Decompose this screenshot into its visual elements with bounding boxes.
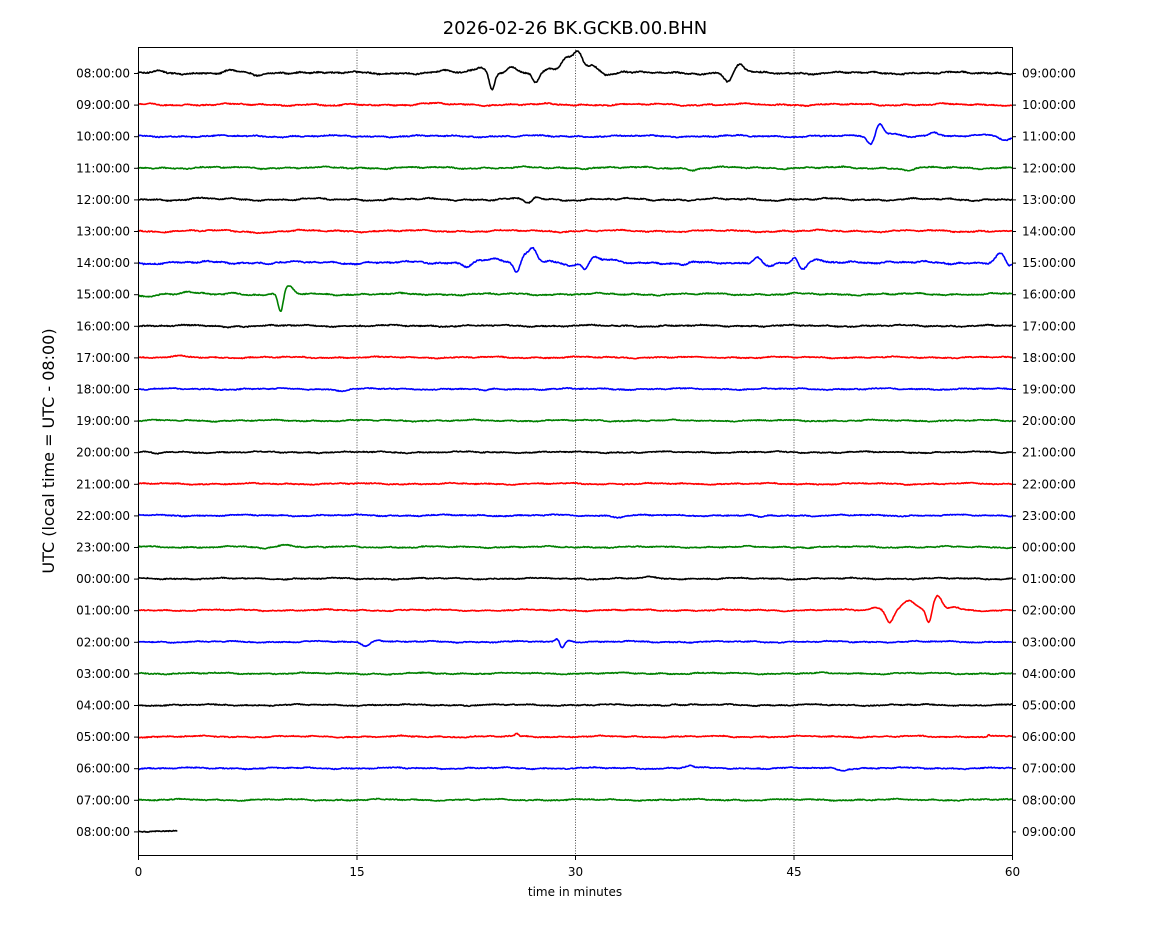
y-tick-label-right: 20:00:00 <box>1022 414 1076 428</box>
trace-row-23 <box>137 797 1013 802</box>
trace-row-14 <box>137 513 1013 519</box>
y-tick-label-right: 09:00:00 <box>1022 825 1076 839</box>
y-tick-label-left: 22:00:00 <box>76 509 130 523</box>
x-tick-label: 60 <box>1005 865 1020 879</box>
trace-row-20 <box>137 702 1013 708</box>
trace-row-12 <box>137 450 1013 455</box>
trace-group <box>137 50 1013 833</box>
y-tick-label-right: 03:00:00 <box>1022 635 1076 649</box>
y-tick-label-right: 12:00:00 <box>1022 161 1076 175</box>
trace-row-1 <box>137 101 1013 108</box>
trace-row-8 <box>137 323 1013 329</box>
y-tick-label-right: 00:00:00 <box>1022 541 1076 555</box>
trace-row-10 <box>137 386 1013 393</box>
trace-row-21 <box>137 732 1013 739</box>
y-tick-label-left: 10:00:00 <box>76 130 130 144</box>
y-tick-label-left: 06:00:00 <box>76 762 130 776</box>
y-tick-label-right: 23:00:00 <box>1022 509 1076 523</box>
y-tick-label-right: 18:00:00 <box>1022 351 1076 365</box>
y-tick-label-right: 04:00:00 <box>1022 667 1076 681</box>
trace-row-19 <box>137 671 1013 676</box>
y-tick-label-left: 16:00:00 <box>76 319 130 333</box>
trace-row-3 <box>137 165 1013 172</box>
trace-row-7 <box>137 285 1013 313</box>
chart-title: 2026-02-26 BK.GCKB.00.BHN <box>443 18 708 39</box>
y-tick-label-right: 13:00:00 <box>1022 193 1076 207</box>
y-tick-label-left: 14:00:00 <box>76 256 130 270</box>
trace-row-0 <box>137 50 1013 91</box>
y-axis-ticks: 08:00:00 09:00:00 10:00:00 11:00:00 12:00:00… <box>76 67 1076 839</box>
trace-row-15 <box>137 543 1013 550</box>
y-tick-label-right: 02:00:00 <box>1022 604 1076 618</box>
y-tick-label-left: 15:00:00 <box>76 288 130 302</box>
y-tick-label-right: 08:00:00 <box>1022 793 1076 807</box>
y-tick-label-left: 17:00:00 <box>76 351 130 365</box>
x-tick-label: 0 <box>135 865 143 879</box>
y-axis-label: UTC (local time = UTC - 08:00) <box>39 328 58 573</box>
trace-row-22 <box>137 764 1013 772</box>
trace-row-11 <box>137 418 1013 423</box>
y-tick-label-right: 11:00:00 <box>1022 130 1076 144</box>
x-tick-label: 45 <box>786 865 801 879</box>
y-tick-label-left: 07:00:00 <box>76 793 130 807</box>
y-tick-label-right: 10:00:00 <box>1022 98 1076 112</box>
trace-row-5 <box>137 228 1013 235</box>
y-tick-label-left: 20:00:00 <box>76 446 130 460</box>
y-tick-label-right: 19:00:00 <box>1022 383 1076 397</box>
y-tick-label-left: 18:00:00 <box>76 383 130 397</box>
trace-row-18 <box>137 638 1013 649</box>
y-tick-label-left: 02:00:00 <box>76 635 130 649</box>
x-axis-label: time in minutes <box>528 885 622 899</box>
y-tick-label-right: 21:00:00 <box>1022 446 1076 460</box>
y-tick-label-left: 08:00:00 <box>76 67 130 81</box>
y-tick-label-left: 13:00:00 <box>76 225 130 239</box>
trace-row-24 <box>137 829 178 833</box>
y-tick-label-left: 05:00:00 <box>76 730 130 744</box>
x-tick-label: 30 <box>568 865 583 879</box>
y-tick-label-right: 14:00:00 <box>1022 225 1076 239</box>
trace-row-16 <box>137 575 1013 581</box>
y-tick-label-right: 15:00:00 <box>1022 256 1076 270</box>
y-tick-label-right: 05:00:00 <box>1022 699 1076 713</box>
y-tick-label-left: 11:00:00 <box>76 161 130 175</box>
y-tick-label-left: 12:00:00 <box>76 193 130 207</box>
trace-row-13 <box>137 481 1013 486</box>
y-tick-label-right: 16:00:00 <box>1022 288 1076 302</box>
y-tick-label-right: 01:00:00 <box>1022 572 1076 586</box>
y-tick-label-left: 01:00:00 <box>76 604 130 618</box>
y-tick-label-left: 19:00:00 <box>76 414 130 428</box>
x-axis-ticks: 0 15 30 45 60 <box>135 855 1020 879</box>
y-tick-label-right: 22:00:00 <box>1022 477 1076 491</box>
y-tick-label-right: 09:00:00 <box>1022 67 1076 81</box>
x-tick-label: 15 <box>349 865 364 879</box>
trace-row-2 <box>137 123 1013 146</box>
y-tick-label-right: 06:00:00 <box>1022 730 1076 744</box>
y-tick-label-left: 21:00:00 <box>76 477 130 491</box>
y-tick-label-left: 00:00:00 <box>76 572 130 586</box>
trace-row-9 <box>137 354 1013 360</box>
y-tick-label-right: 07:00:00 <box>1022 762 1076 776</box>
y-tick-label-left: 23:00:00 <box>76 541 130 555</box>
y-tick-label-left: 03:00:00 <box>76 667 130 681</box>
y-tick-label-right: 17:00:00 <box>1022 319 1076 333</box>
y-tick-label-left: 04:00:00 <box>76 699 130 713</box>
y-tick-label-left: 08:00:00 <box>76 825 130 839</box>
trace-row-17 <box>137 594 1013 624</box>
trace-row-6 <box>137 246 1013 273</box>
y-tick-label-left: 09:00:00 <box>76 98 130 112</box>
trace-row-4 <box>137 196 1013 204</box>
